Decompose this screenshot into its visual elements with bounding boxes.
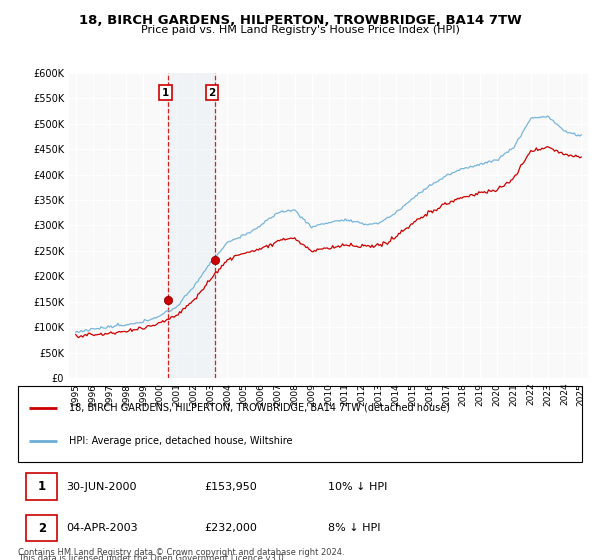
Text: 04-APR-2003: 04-APR-2003 (66, 523, 137, 533)
Text: 18, BIRCH GARDENS, HILPERTON, TROWBRIDGE, BA14 7TW (detached house): 18, BIRCH GARDENS, HILPERTON, TROWBRIDGE… (69, 403, 450, 413)
Text: This data is licensed under the Open Government Licence v3.0.: This data is licensed under the Open Gov… (18, 554, 286, 560)
Text: 30-JUN-2000: 30-JUN-2000 (66, 482, 136, 492)
Text: 18, BIRCH GARDENS, HILPERTON, TROWBRIDGE, BA14 7TW: 18, BIRCH GARDENS, HILPERTON, TROWBRIDGE… (79, 14, 521, 27)
Text: Price paid vs. HM Land Registry's House Price Index (HPI): Price paid vs. HM Land Registry's House … (140, 25, 460, 35)
Text: 8% ↓ HPI: 8% ↓ HPI (328, 523, 381, 533)
Text: HPI: Average price, detached house, Wiltshire: HPI: Average price, detached house, Wilt… (69, 436, 292, 446)
Text: 2: 2 (209, 87, 216, 97)
Text: £153,950: £153,950 (204, 482, 257, 492)
Text: £232,000: £232,000 (204, 523, 257, 533)
Text: 1: 1 (162, 87, 169, 97)
Text: 1: 1 (38, 480, 46, 493)
Bar (26, 515, 58, 542)
Bar (168, 73, 215, 378)
Text: Contains HM Land Registry data © Crown copyright and database right 2024.: Contains HM Land Registry data © Crown c… (18, 548, 344, 557)
Text: 10% ↓ HPI: 10% ↓ HPI (328, 482, 388, 492)
Text: 2: 2 (38, 521, 46, 535)
Bar (26, 473, 58, 500)
